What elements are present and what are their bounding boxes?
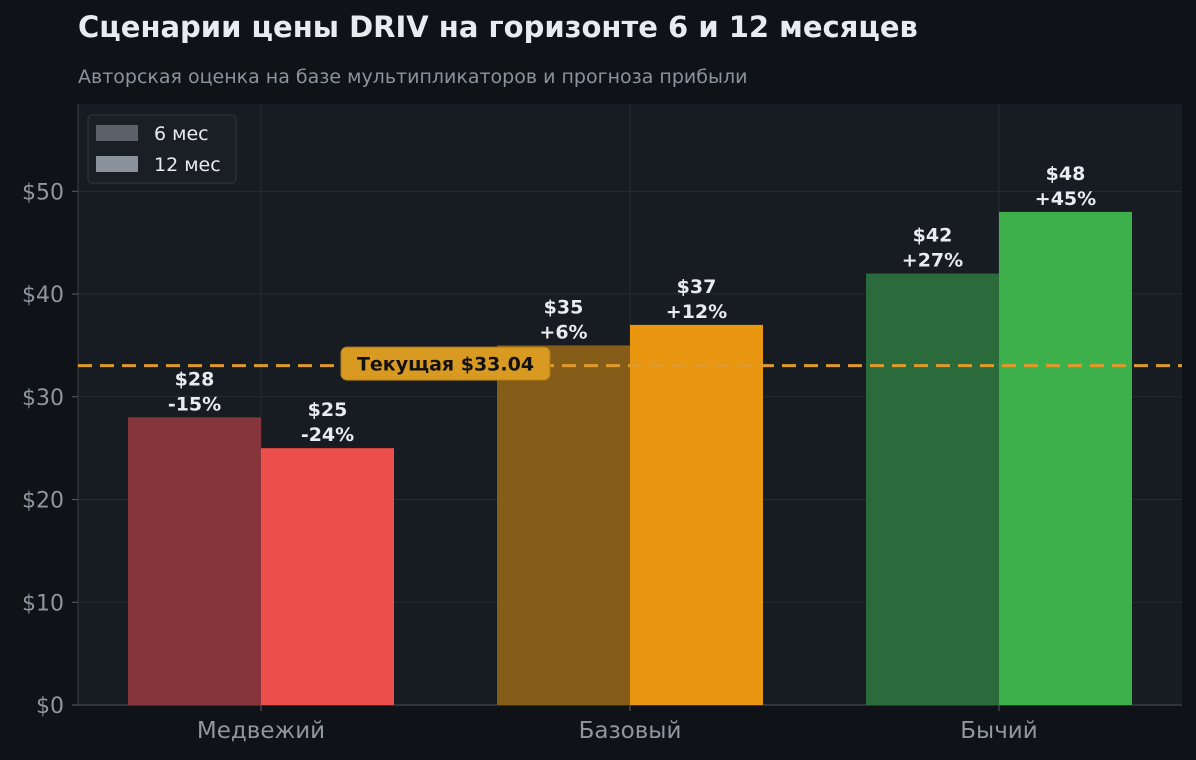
y-tick-label: $0 — [36, 694, 64, 719]
bar-value-label: $28 -15% — [168, 368, 221, 415]
bar-12m-0 — [261, 448, 394, 705]
legend-swatch — [96, 125, 138, 141]
x-tick-label: Медвежий — [197, 718, 325, 744]
bar-6m-0 — [128, 417, 261, 705]
legend-entry: 6 мес — [154, 123, 209, 145]
y-tick-label: $10 — [22, 591, 64, 616]
x-tick-label: Бычий — [960, 718, 1037, 744]
current-price-label: Текущая $33.04 — [357, 354, 534, 376]
current-price-badge — [340, 346, 551, 381]
y-tick-label: $50 — [22, 180, 64, 205]
chart-title: Сценарии цены DRIV на горизонте 6 и 12 м… — [78, 10, 918, 44]
x-tick-label: Базовый — [579, 718, 682, 744]
chart-subtitle: Авторская оценка на базе мультипликаторо… — [78, 66, 748, 88]
y-tick-label: $30 — [22, 386, 64, 411]
bar-12m-2 — [999, 211, 1132, 705]
legend-entry: 12 мес — [154, 154, 221, 176]
legend-swatch — [96, 156, 138, 172]
bar-6m-1 — [497, 345, 630, 705]
bar-12m-1 — [630, 324, 763, 705]
bar-value-label: $48 +45% — [1035, 163, 1096, 210]
bar-value-label: $42 +27% — [902, 225, 963, 272]
y-tick-label: $20 — [22, 489, 64, 514]
bar-value-label: $37 +12% — [666, 276, 727, 323]
bar-6m-2 — [866, 273, 999, 705]
y-tick-label: $40 — [22, 283, 64, 308]
bar-value-label: $35 +6% — [539, 296, 587, 343]
bar-value-label: $25 -24% — [301, 399, 354, 446]
